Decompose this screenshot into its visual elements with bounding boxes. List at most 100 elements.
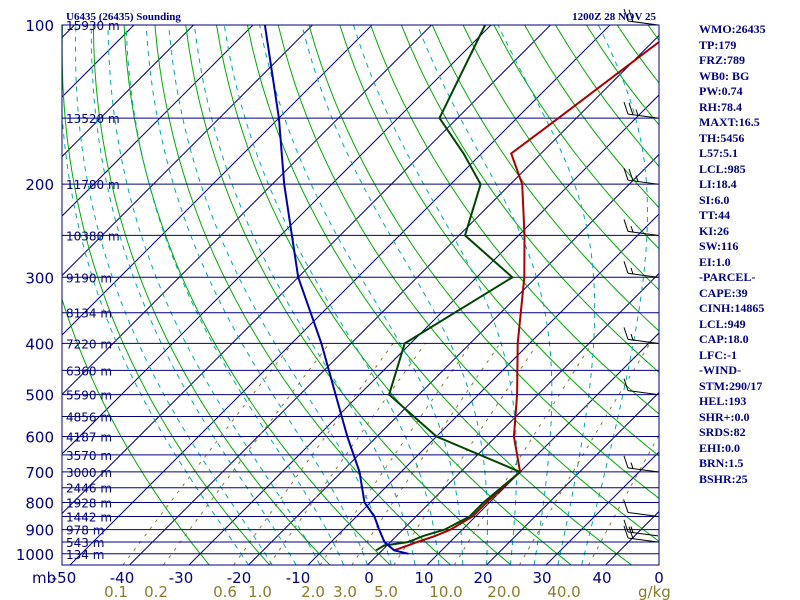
index-line: CINH:14865 [699,301,765,315]
index-line: EHI:0.0 [699,440,741,455]
height-label: 134 m [66,548,104,562]
mixing-ratio-label: 0.2 [144,583,168,600]
index-line: BSHR:25 [699,471,748,486]
height-label: 3570 m [66,449,112,463]
height-label: 978 m [66,524,104,538]
temperature-label: -10 [286,569,311,587]
moist-adiabat-line [581,25,649,565]
index-line: CAPE:39 [699,285,748,300]
isotherm-line [62,25,313,277]
moist-adiabat-line [74,25,273,565]
index-line: SHR+:0.0 [699,409,750,424]
isotherm-line [545,451,659,565]
wind-barb-half-flag [630,267,634,275]
dry-adiabat-line [246,25,632,565]
temperature-labels: -50 -40 -30 -20 -10 0 10 20 30 40 0 [52,569,664,587]
dry-adiabat-line [339,25,659,457]
height-label: 1928 m [66,497,112,511]
height-label: 5590 m [66,389,112,403]
height-label: 15930 m [66,19,120,33]
moist-adiabat-line [353,25,518,565]
index-line: HEL:193 [699,394,747,408]
index-line: LCL:985 [699,161,746,176]
wind-barb-half-flag [635,109,639,116]
mixing-ratio-label: 40.0 [547,583,580,600]
mixing-ratio-label: 0.1 [104,583,128,600]
wind-barb-half-flag [630,462,634,469]
index-line: SRDS:82 [699,425,746,439]
wind-barb [623,455,659,473]
dry-adiabat-line [62,25,270,565]
wind-barb [623,261,659,278]
index-line: KI:26 [699,223,729,238]
wind-barb-flag [623,101,629,115]
index-line: TP:179 [699,37,737,52]
mixing-ratio-label: 20.0 [487,583,520,600]
wind-barb-flag [623,455,629,469]
moist-adiabat-lines [62,25,649,565]
height-label: 4187 m [66,430,112,444]
wind-barbs [623,8,659,543]
isotherm-line [69,25,611,565]
wind-barb [623,168,659,185]
wind-barb-flag [628,9,634,22]
height-label: 543 m [66,536,104,550]
mixing-ratio-line [163,343,330,565]
wind-barb-flag [623,8,629,22]
temperature-label: -50 [52,569,77,587]
isotherm-line [0,25,15,565]
mixing-ratio-label: 2.0 [301,583,325,600]
pressure-label: 500 [25,387,54,405]
temperature-label: 40 [592,569,611,587]
series-line-temperature [393,40,659,552]
index-line: PW:0.74 [699,84,743,98]
height-label: 6360 m [66,364,112,378]
moist-adiabat-line [125,25,345,565]
pressure-label: 400 [25,335,54,353]
index-line: TT:44 [699,208,731,222]
height-label: 1442 m [66,510,112,524]
dry-adiabat-line [370,25,659,415]
pressure-label: 100 [25,17,54,35]
wind-barb-flag [623,525,629,539]
mixing-ratio-line [519,343,651,565]
pressure-label: 900 [25,522,54,540]
series-line-dewpoint [375,25,522,552]
index-line: BRN:1.5 [699,456,744,470]
height-label: 8134 m [66,307,112,321]
wind-barb [623,525,659,543]
height-label: 11780 m [66,178,120,192]
height-label: 7220 m [66,337,112,351]
mixing-ratio-line [588,434,659,565]
chart-time-label: 1200Z 28 NOV 25 [572,11,656,23]
temperature-label: 30 [532,569,551,587]
temperature-label: 0 [654,569,664,587]
isotherm-line [188,94,659,565]
isotherm-line [367,272,659,565]
wind-barb [623,8,659,26]
index-line: L57:5.1 [699,146,738,160]
isobar-lines [62,25,659,555]
moist-adiabat-line [497,25,596,565]
wind-barb-flag [623,519,629,533]
plot-frame [61,24,660,566]
wind-barb-half-flag [635,175,639,182]
isotherm-line [248,153,659,565]
sounding-profiles [263,25,659,555]
wind-barb [623,378,659,396]
dry-adiabat-line [277,25,659,542]
temperature-label: 0 [364,569,374,587]
moist-adiabat-line [301,25,488,565]
dry-adiabat-line [154,25,451,565]
index-line: WMO:26435 [699,22,766,36]
pressure-label: 800 [25,495,54,513]
series-line-parcel [263,25,409,555]
isotherm-line [62,25,254,217]
chart-title: U6435 (26435) Sounding [66,11,181,23]
mixing-ratio-line [351,343,501,565]
index-line: CAP:18.0 [699,332,749,346]
moist-adiabat-line [62,105,249,565]
mixing-ratio-unit-label: g/kg [638,583,671,600]
wind-barb [623,500,659,517]
